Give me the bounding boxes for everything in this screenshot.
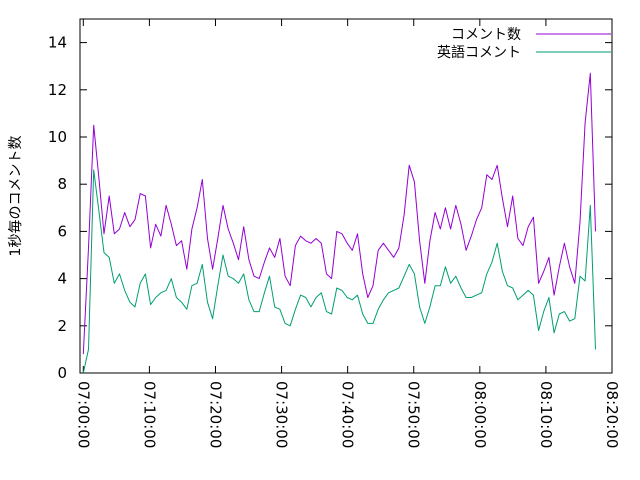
y-tick-label: 8 bbox=[57, 175, 67, 193]
legend-label-0: コメント数 bbox=[451, 27, 521, 43]
y-tick-label: 12 bbox=[48, 81, 67, 99]
y-axis-title: 1秒毎のコメント数 bbox=[8, 136, 24, 257]
plot-frame bbox=[79, 18, 613, 374]
y-tick-label: 10 bbox=[48, 128, 67, 146]
x-tick-label: 07:00:00 bbox=[74, 381, 92, 448]
x-tick-label: 07:40:00 bbox=[339, 381, 357, 448]
y-tick-label: 14 bbox=[48, 34, 67, 52]
x-tick-label: 07:30:00 bbox=[273, 381, 291, 448]
legend-label-1: 英語コメント bbox=[437, 44, 521, 61]
y-tick-label: 0 bbox=[57, 364, 67, 382]
x-axis: 07:00:00 07:10:00 07:20:00 07:30:00 07:40:00… bbox=[74, 19, 621, 448]
x-tick-label: 07:10:00 bbox=[140, 381, 158, 448]
series-line-0 bbox=[82, 72, 596, 355]
x-tick-label: 08:10:00 bbox=[537, 381, 555, 448]
y-tick-label: 4 bbox=[57, 270, 67, 288]
y-tick-label: 6 bbox=[57, 222, 67, 240]
x-tick-label: 07:50:00 bbox=[405, 381, 423, 448]
y-tick-label: 2 bbox=[57, 317, 67, 335]
series-layer bbox=[82, 72, 596, 374]
x-tick-label: 08:00:00 bbox=[471, 381, 489, 448]
series-line-1 bbox=[82, 169, 596, 374]
x-tick-label: 08:20:00 bbox=[603, 381, 621, 448]
y-axis: 0 2 4 6 8 10 12 14 bbox=[48, 34, 612, 382]
x-tick-label: 07:20:00 bbox=[206, 381, 224, 448]
